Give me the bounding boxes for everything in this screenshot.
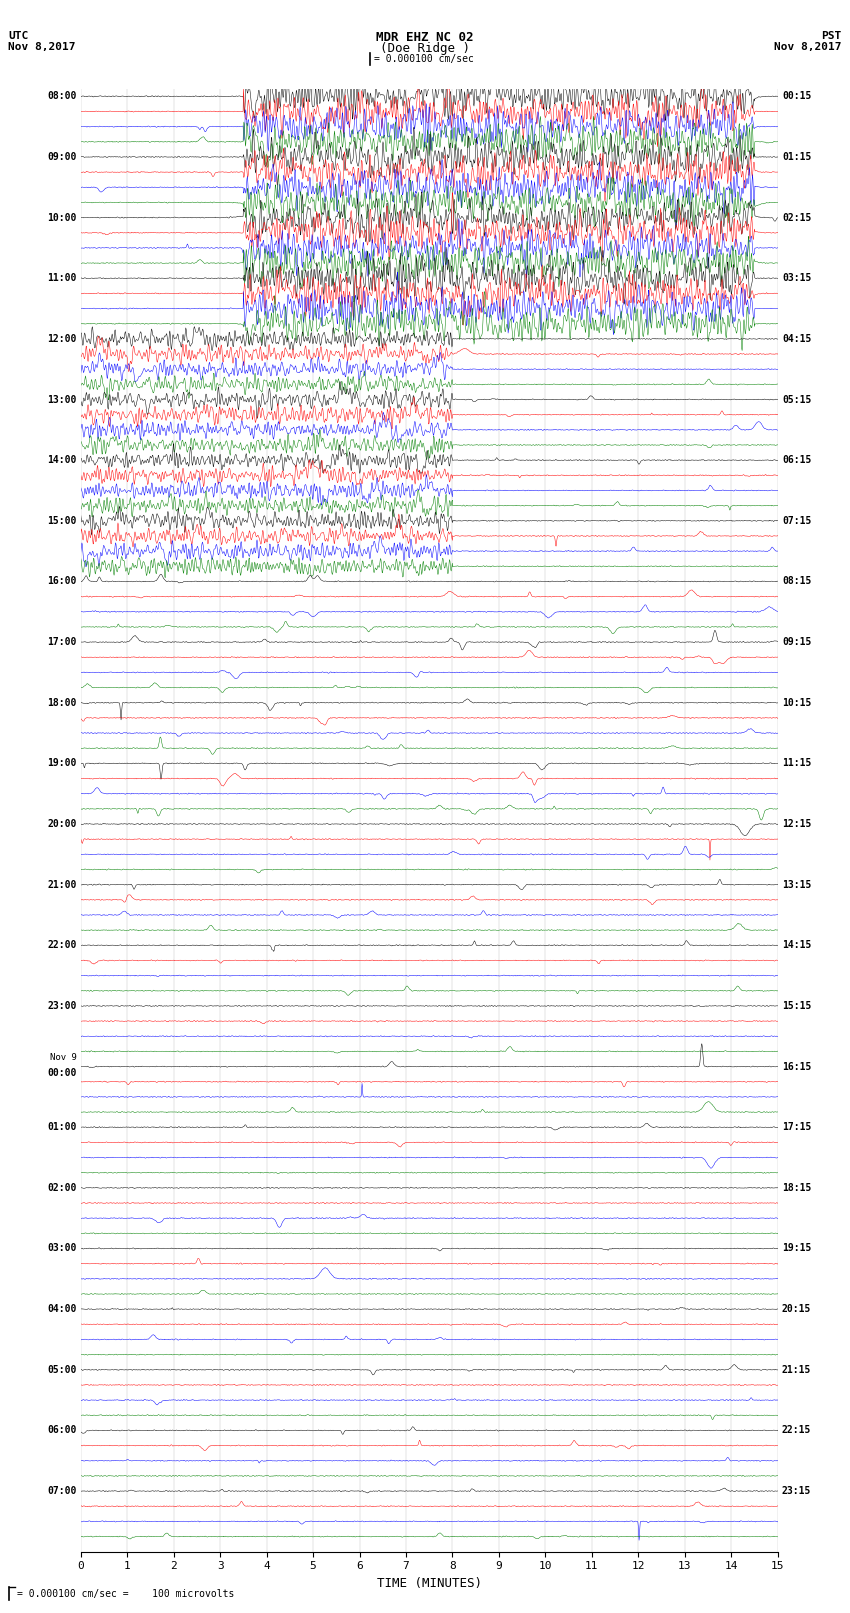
Text: 04:15: 04:15 (782, 334, 812, 344)
Text: 13:00: 13:00 (47, 395, 76, 405)
Text: 14:00: 14:00 (47, 455, 76, 465)
Text: 09:00: 09:00 (47, 152, 76, 161)
Text: (Doe Ridge ): (Doe Ridge ) (380, 42, 470, 55)
Text: 10:00: 10:00 (47, 213, 76, 223)
Text: = 0.000100 cm/sec: = 0.000100 cm/sec (374, 53, 474, 65)
Text: 16:00: 16:00 (47, 576, 76, 587)
Text: 21:15: 21:15 (782, 1365, 812, 1374)
Text: 14:15: 14:15 (782, 940, 812, 950)
Text: 06:15: 06:15 (782, 455, 812, 465)
Text: 13:15: 13:15 (782, 879, 812, 890)
Text: 03:15: 03:15 (782, 273, 812, 284)
Text: 11:15: 11:15 (782, 758, 812, 768)
Text: 15:15: 15:15 (782, 1002, 812, 1011)
Text: 08:00: 08:00 (47, 92, 76, 102)
Text: 17:15: 17:15 (782, 1123, 812, 1132)
Text: 18:00: 18:00 (47, 698, 76, 708)
Text: 23:15: 23:15 (782, 1486, 812, 1497)
Text: 17:00: 17:00 (47, 637, 76, 647)
Text: MDR EHZ NC 02: MDR EHZ NC 02 (377, 31, 473, 44)
Text: 15:00: 15:00 (47, 516, 76, 526)
Text: 04:00: 04:00 (47, 1305, 76, 1315)
Text: Nov 8,2017: Nov 8,2017 (774, 42, 842, 52)
Text: 01:15: 01:15 (782, 152, 812, 161)
Text: 00:15: 00:15 (782, 92, 812, 102)
Text: 12:15: 12:15 (782, 819, 812, 829)
Text: = 0.000100 cm/sec =    100 microvolts: = 0.000100 cm/sec = 100 microvolts (17, 1589, 235, 1598)
Text: 19:15: 19:15 (782, 1244, 812, 1253)
Text: 21:00: 21:00 (47, 879, 76, 890)
Text: 08:15: 08:15 (782, 576, 812, 587)
Text: 01:00: 01:00 (47, 1123, 76, 1132)
Text: 16:15: 16:15 (782, 1061, 812, 1071)
Text: 22:00: 22:00 (47, 940, 76, 950)
Text: 00:00: 00:00 (47, 1068, 76, 1077)
Text: 07:00: 07:00 (47, 1486, 76, 1497)
Text: 06:00: 06:00 (47, 1426, 76, 1436)
Text: Nov 9: Nov 9 (49, 1053, 76, 1061)
Text: 07:15: 07:15 (782, 516, 812, 526)
Text: 02:00: 02:00 (47, 1182, 76, 1194)
Text: UTC: UTC (8, 31, 29, 40)
X-axis label: TIME (MINUTES): TIME (MINUTES) (377, 1578, 482, 1590)
Text: 09:15: 09:15 (782, 637, 812, 647)
Text: 18:15: 18:15 (782, 1182, 812, 1194)
Text: 05:15: 05:15 (782, 395, 812, 405)
Text: 03:00: 03:00 (47, 1244, 76, 1253)
Text: 12:00: 12:00 (47, 334, 76, 344)
Text: 23:00: 23:00 (47, 1002, 76, 1011)
Text: 11:00: 11:00 (47, 273, 76, 284)
Text: 20:15: 20:15 (782, 1305, 812, 1315)
Text: 19:00: 19:00 (47, 758, 76, 768)
Text: 05:00: 05:00 (47, 1365, 76, 1374)
Text: 22:15: 22:15 (782, 1426, 812, 1436)
Text: Nov 8,2017: Nov 8,2017 (8, 42, 76, 52)
Text: 02:15: 02:15 (782, 213, 812, 223)
Text: 20:00: 20:00 (47, 819, 76, 829)
Text: PST: PST (821, 31, 842, 40)
Text: 10:15: 10:15 (782, 698, 812, 708)
